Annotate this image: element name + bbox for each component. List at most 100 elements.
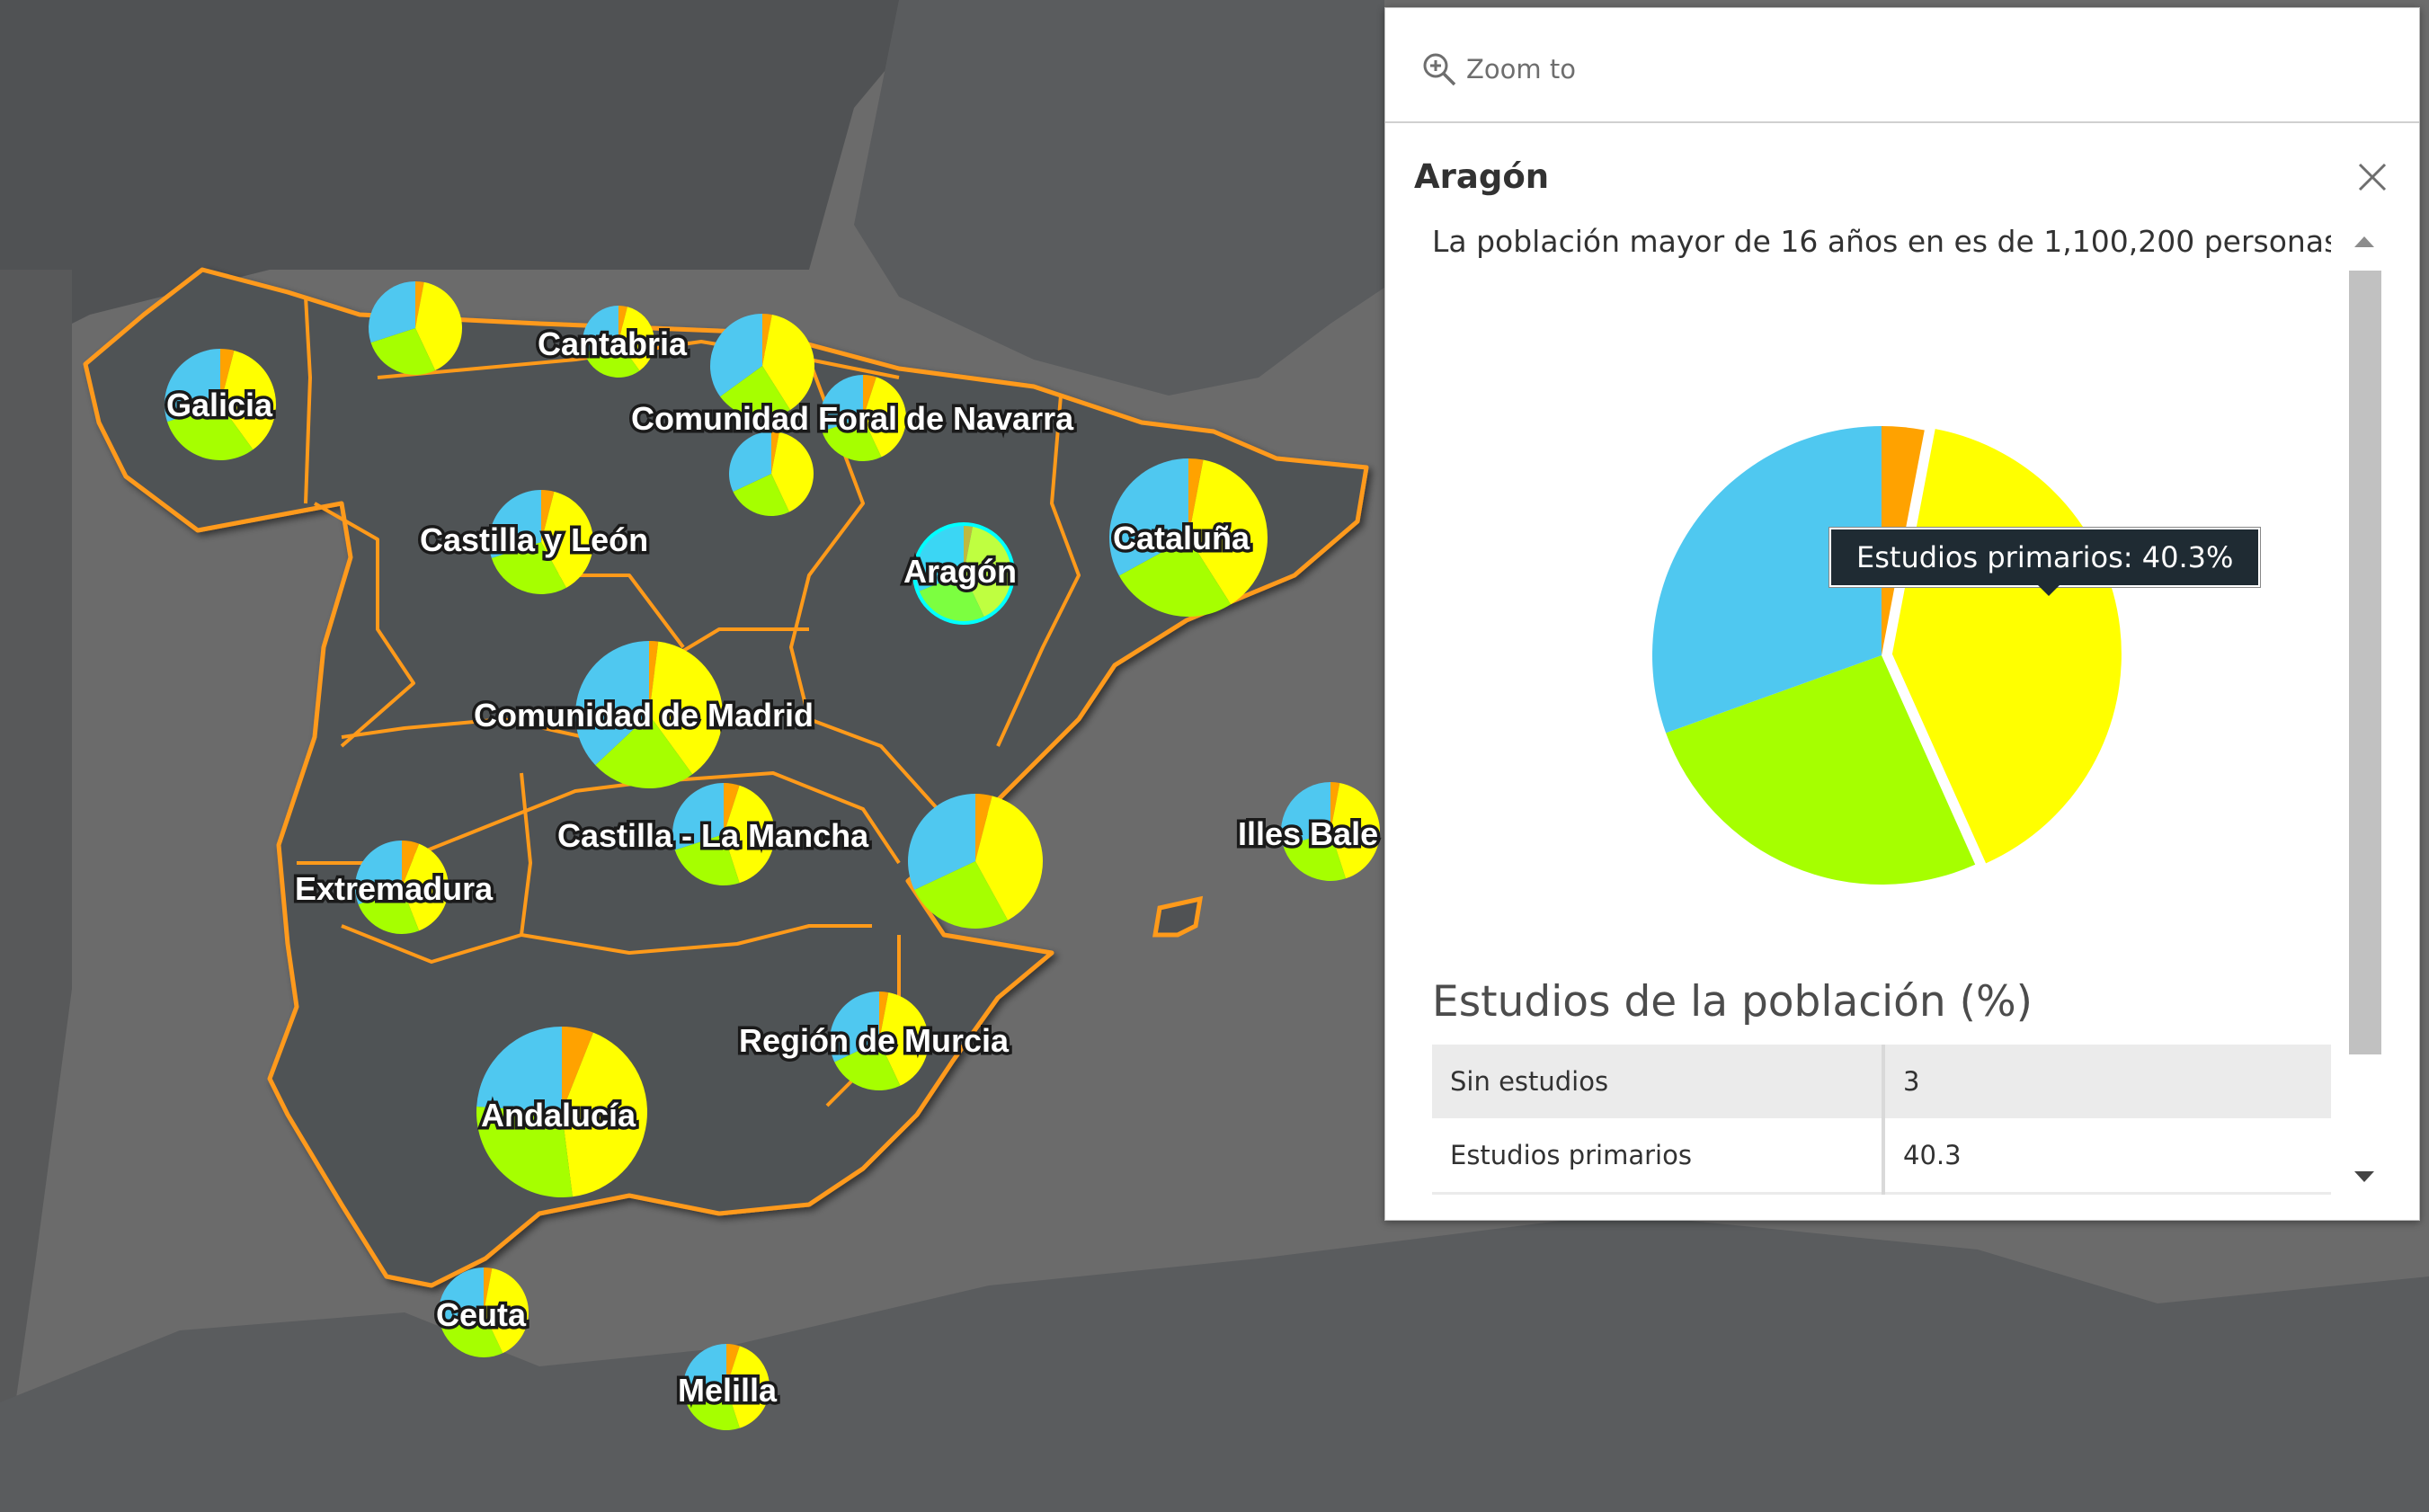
popup-header: Zoom to — [1385, 8, 2419, 123]
pie-slice — [649, 641, 723, 775]
label-cataluna: Cataluña — [1113, 520, 1250, 556]
label-cantabria: Cantabria — [538, 325, 688, 362]
label-aragon: Aragón — [903, 553, 1017, 590]
pie-slice — [726, 1346, 770, 1428]
label-galicia: Galicia — [166, 387, 273, 423]
pie-slice — [975, 794, 992, 861]
pie-slice — [1330, 782, 1340, 832]
region-pie-symbol[interactable] — [683, 1344, 770, 1430]
row-label — [1432, 1192, 1885, 1195]
balearic-islands — [1152, 895, 1204, 938]
pie-slice — [402, 843, 449, 931]
pie-slice — [908, 794, 975, 890]
popup-description: La población mayor de 16 años en es de 1… — [1432, 224, 2331, 259]
pie-slice — [733, 474, 790, 516]
pie-slice[interactable] — [1666, 655, 1976, 885]
region-pie-symbol[interactable] — [1109, 458, 1268, 617]
land-top-left — [0, 0, 899, 360]
pie-slice — [167, 405, 254, 460]
pie-slice — [1281, 782, 1330, 847]
pie-slice — [1283, 832, 1346, 881]
table-row: Estudios primarios 40.3 — [1432, 1118, 2331, 1192]
popup-content[interactable]: La población mayor de 16 años en es de 1… — [1432, 224, 2331, 1195]
pie-slice — [541, 490, 555, 542]
region-pie-symbol[interactable] — [830, 992, 929, 1090]
region-pie-symbol[interactable] — [574, 641, 723, 789]
region-pie-symbol[interactable] — [729, 431, 814, 516]
pie-slice — [879, 992, 889, 1041]
land-left — [0, 270, 72, 1512]
pie-slice — [369, 281, 415, 343]
table-row: Sin estudios 3 — [1432, 1045, 2331, 1118]
pie-slice — [762, 315, 814, 410]
zoom-to-button[interactable]: Zoom to — [1421, 44, 1576, 94]
pie-slice — [595, 715, 693, 789]
region-pie-symbol[interactable] — [355, 840, 449, 934]
pie-slice — [489, 489, 541, 558]
pie-slice — [822, 418, 882, 461]
popup-title: Aragón — [1414, 157, 1550, 196]
pie-slice — [484, 1267, 529, 1354]
pie-slice — [964, 524, 1014, 618]
pie-slice — [220, 349, 235, 405]
land-africa — [0, 1214, 2429, 1512]
region-pie-symbol[interactable] — [820, 375, 906, 461]
pie-slice — [562, 1027, 593, 1112]
pie-slice — [964, 524, 974, 574]
close-icon[interactable] — [2353, 157, 2392, 197]
label-madrid: Comunidad de Madrid — [474, 697, 814, 734]
label-melilla: Melilla — [678, 1372, 778, 1409]
land-france — [854, 0, 1384, 396]
scrollbar[interactable] — [2345, 224, 2385, 1195]
region-pie-symbol[interactable] — [369, 281, 463, 375]
region-pie-symbol[interactable] — [710, 314, 814, 418]
label-extremadura: Extremadura — [295, 870, 494, 907]
row-value: 3 — [1883, 1045, 2331, 1118]
pie-slice — [771, 431, 779, 474]
pie-slice — [562, 1032, 647, 1197]
pie-slice — [439, 1267, 484, 1327]
region-pie-symbol[interactable] — [439, 1267, 529, 1357]
region-pie-symbol[interactable] — [165, 349, 276, 460]
scroll-thumb[interactable] — [2349, 271, 2381, 1054]
pie-slice — [1118, 538, 1232, 617]
pie-slice — [649, 641, 659, 715]
region-pie-symbol[interactable] — [912, 522, 1015, 625]
pie-slice — [729, 431, 771, 493]
chart-tooltip: Estudios primarios: 40.3% — [1829, 528, 2261, 596]
region-pie-symbol[interactable] — [489, 489, 593, 594]
pie-slice — [720, 366, 791, 418]
pie-slice — [1188, 459, 1268, 605]
region-pie-symbol[interactable] — [476, 1027, 647, 1197]
pie-slice — [415, 281, 463, 371]
pie-slice — [583, 306, 618, 353]
pie-slice — [358, 887, 420, 934]
pie-slice — [975, 796, 1044, 921]
region-pie-symbol[interactable] — [583, 306, 654, 378]
pie-slice — [710, 314, 762, 397]
region-pie-symbol[interactable] — [1281, 782, 1380, 881]
row-label: Estudios primarios — [1432, 1118, 1885, 1192]
scroll-down-arrow-icon[interactable] — [2354, 1171, 2374, 1182]
pie-slice — [355, 840, 402, 905]
label-castilla-mancha: Castilla - La Mancha — [557, 817, 869, 854]
label-castilla-leon: Castilla y León — [420, 521, 648, 558]
pie-slice — [672, 783, 724, 850]
pie-slice — [1330, 782, 1380, 879]
region-pie-symbol[interactable] — [908, 794, 1044, 929]
scroll-up-arrow-icon[interactable] — [2354, 236, 2374, 247]
pie-symbols — [165, 281, 1380, 1430]
pie-chart[interactable] — [1432, 341, 2331, 970]
section-title: Estudios de la población (%) — [1432, 977, 2033, 1027]
label-baleares: Illes Bale — [1238, 815, 1378, 852]
pie-slice — [1188, 458, 1204, 538]
region-pie-symbol[interactable] — [672, 783, 775, 885]
pie-slice — [618, 306, 627, 342]
pie-slice — [402, 840, 420, 887]
pie-slice — [370, 328, 436, 375]
pie-slice — [726, 1344, 740, 1387]
pie-slice — [771, 431, 814, 512]
zoom-to-label: Zoom to — [1466, 54, 1576, 84]
pie-slice[interactable] — [1652, 426, 1882, 734]
label-ceuta: Ceuta — [436, 1296, 527, 1333]
